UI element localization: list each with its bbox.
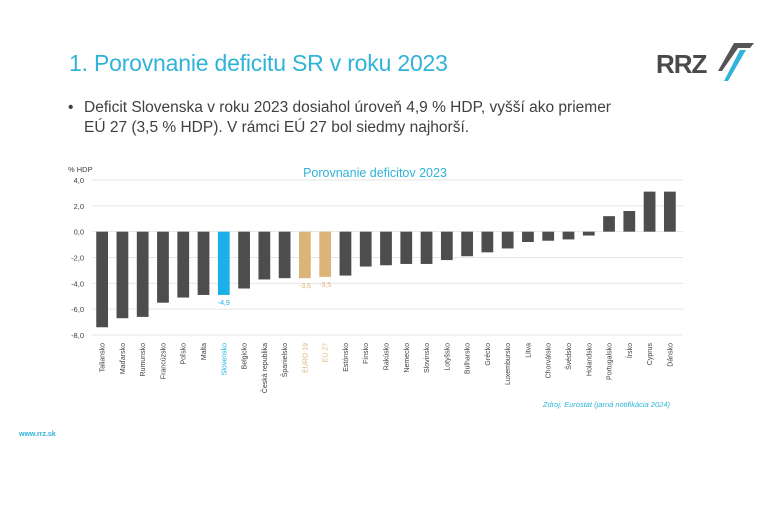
bullet-dot-icon: • — [68, 99, 74, 116]
bar — [623, 211, 636, 232]
x-tick-label: Rakúsko — [384, 343, 391, 370]
bar — [359, 231, 372, 267]
bar — [603, 216, 615, 232]
bar — [542, 231, 555, 241]
y-axis-label: % HDP — [68, 165, 93, 174]
bar — [136, 231, 149, 317]
y-tick-label: -4,0 — [71, 279, 84, 288]
bar — [339, 231, 352, 276]
data-label: -3,5 — [319, 282, 331, 289]
bar — [177, 231, 190, 298]
bar — [116, 231, 129, 319]
bar — [643, 191, 656, 232]
x-tick-label: Poľsko — [181, 343, 188, 365]
data-labels: -4,9 -3,6 -3,5 — [218, 282, 332, 307]
y-tick-label: 4,0 — [74, 176, 84, 185]
y-tick-label: 0,0 — [74, 228, 84, 237]
bar — [96, 231, 109, 328]
x-tick-label: Taliansko — [100, 343, 107, 372]
x-tick-label: Bulharsko — [465, 343, 472, 374]
bar — [481, 231, 494, 253]
bar — [319, 231, 332, 277]
chart-title: Porovnanie deficitov 2023 — [303, 166, 447, 180]
bar — [238, 231, 250, 289]
source-note: Zdroj: Eurostat (jarná notifikácia 2024) — [542, 400, 671, 409]
x-tick-label: Rumunsko — [140, 343, 147, 377]
bar — [258, 231, 271, 280]
x-tick-label: Írsko — [625, 343, 634, 358]
x-tick-label: Slovensko — [221, 343, 228, 375]
bar — [663, 191, 676, 232]
data-label: -4,9 — [218, 300, 230, 307]
footer-url[interactable]: www.rrz.sk — [19, 431, 56, 438]
x-tick-label: EÚ 27 — [321, 343, 330, 363]
x-tick-label: Lotyšsko — [444, 343, 451, 371]
x-tick-label: Maďarsko — [120, 343, 127, 374]
x-tick-label: Luxembursko — [505, 343, 512, 385]
x-tick-label: Malta — [201, 343, 208, 360]
bar — [501, 231, 514, 249]
x-tick-label: Francúzsko — [160, 343, 167, 379]
x-tick-label: Grécko — [485, 343, 492, 366]
bar — [440, 231, 453, 261]
bullet-line-2: EÚ 27 (3,5 % HDP). V rámci EÚ 27 bol sie… — [84, 119, 470, 136]
bars — [96, 191, 676, 328]
data-label: -3,6 — [299, 283, 311, 290]
y-tick-labels: 4,0 2,0 0,0 -2,0 -4,0 -6,0 -8,0 — [71, 176, 84, 340]
bullet-line-1: Deficit Slovenska v roku 2023 dosiahol ú… — [84, 99, 611, 116]
y-tick-label: 2,0 — [74, 202, 84, 211]
slide-title: 1. Porovnanie deficitu SR v roku 2023 — [69, 50, 448, 76]
x-tick-label: EURO 19 — [302, 343, 309, 373]
x-tick-label: Dánsko — [667, 343, 674, 367]
y-tick-label: -8,0 — [71, 331, 84, 340]
x-tick-label: Švédsko — [564, 343, 573, 370]
bar — [461, 231, 473, 257]
bar — [582, 231, 595, 236]
y-tick-label: -2,0 — [71, 254, 84, 263]
bar — [562, 231, 575, 240]
x-tick-label: Fínsko — [363, 343, 370, 364]
bar — [522, 231, 534, 242]
x-tick-label: Nemecko — [404, 343, 411, 373]
bar — [299, 231, 311, 279]
x-tick-label: Holandsko — [586, 343, 593, 376]
bar — [217, 231, 230, 295]
x-tick-label: Chorvátsko — [546, 343, 553, 379]
x-tick-label: Španielsko — [280, 343, 289, 377]
logo-slash-icon — [718, 43, 754, 81]
bar — [400, 231, 413, 264]
bullet-point: • Deficit Slovenska v roku 2023 dosiahol… — [68, 98, 708, 138]
bar — [380, 231, 392, 266]
bar — [157, 231, 169, 303]
x-tick-label: Cyprus — [647, 343, 654, 366]
x-tick-label: Česká republika — [260, 343, 269, 393]
bar — [197, 231, 210, 295]
y-tick-label: -6,0 — [71, 305, 84, 314]
x-tick-label: Slovinsko — [424, 343, 431, 373]
logo-text: RRZ — [656, 49, 707, 79]
x-tick-labels: Taliansko Maďarsko Rumunsko Francúzsko Poľsk… — [100, 343, 675, 394]
bar — [278, 231, 291, 279]
gridlines — [92, 179, 683, 336]
bar — [420, 231, 433, 264]
x-tick-label: Litva — [525, 343, 532, 358]
x-tick-label: Portugalsko — [607, 343, 614, 380]
x-tick-label: Estónsko — [343, 343, 350, 372]
rrz-logo: RRZ — [656, 41, 756, 83]
x-tick-label: Belgicko — [242, 343, 249, 370]
